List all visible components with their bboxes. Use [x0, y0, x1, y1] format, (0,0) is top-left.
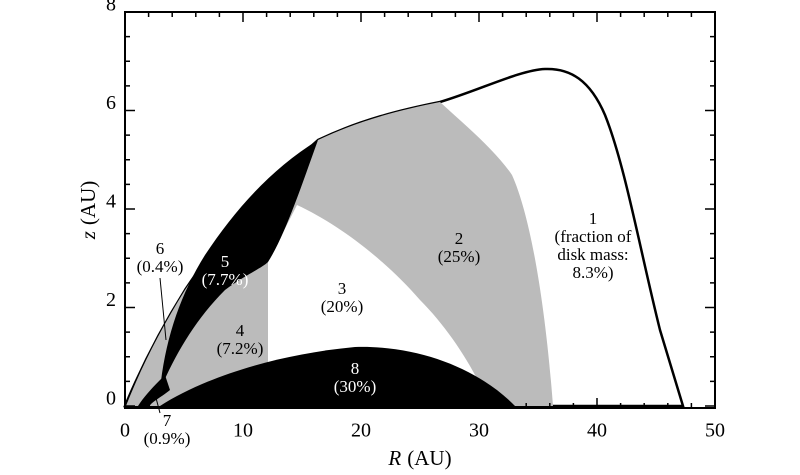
region-fraction: (7.7%) — [202, 270, 249, 289]
y-tick-label: 2 — [106, 289, 116, 311]
region-name: 7 — [163, 411, 172, 430]
region-name: 3 — [338, 279, 347, 298]
region-fraction: (25%) — [438, 247, 480, 266]
x-tick-label: 0 — [120, 420, 130, 442]
x-tick-label: 30 — [469, 420, 489, 442]
leader-7 — [155, 397, 161, 414]
region-fraction: (20%) — [321, 297, 363, 316]
x-tick-label: 40 — [587, 420, 607, 442]
region-name: 2 — [455, 229, 464, 248]
x-tick-label: 10 — [233, 420, 253, 442]
region-name: 5 — [221, 252, 230, 271]
leader-6 — [159, 277, 167, 341]
region-name: 6 — [156, 239, 165, 258]
region-fraction: (7.2%) — [217, 339, 264, 358]
region-name: 8 — [351, 359, 360, 378]
x-symbol: R — [387, 446, 401, 470]
region-fraction: (30%) — [334, 377, 376, 396]
region-7 — [138, 375, 170, 406]
y-tick-label: 6 — [106, 92, 116, 114]
regions — [123, 67, 685, 414]
region-5 — [160, 140, 318, 390]
region-fraction: (0.9%) — [144, 429, 191, 448]
y-symbol: z — [76, 231, 100, 240]
region-name: 4 — [236, 321, 245, 340]
y-tick-label: 0 — [106, 388, 116, 410]
region-name: 1 — [589, 209, 598, 228]
y-axis-label: z (AU) — [76, 181, 100, 241]
region-fraction: (0.4%) — [137, 257, 184, 276]
region-fraction: 8.3%) — [572, 263, 613, 282]
region-fraction: disk mass: — [557, 245, 628, 264]
region-fraction: (fraction of — [555, 227, 632, 246]
y-tick-label: 8 — [106, 0, 116, 16]
x-axis-label: R (AU) — [387, 446, 451, 470]
x-unit: (AU) — [407, 446, 451, 470]
region-8 — [160, 346, 515, 406]
plot-frame — [124, 11, 716, 409]
y-tick-label: 4 — [106, 191, 116, 213]
y-unit: (AU) — [76, 181, 100, 225]
x-tick-label: 20 — [351, 420, 371, 442]
x-tick-label: 50 — [705, 420, 725, 442]
